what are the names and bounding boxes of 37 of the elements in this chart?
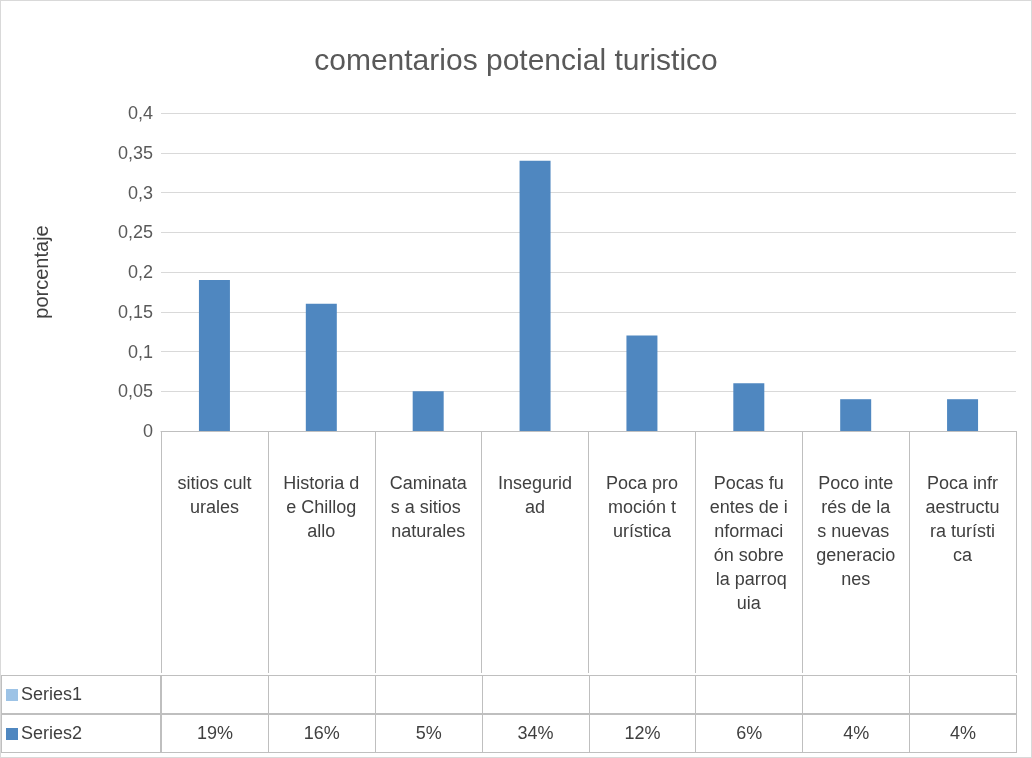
y-tick-label: 0,15 — [117, 301, 153, 322]
x-tick-label: Historia de Chillogallo — [283, 473, 360, 541]
bar — [733, 383, 765, 431]
x-tick-label: Pocas fuentes de información sobre la parroquia — [709, 473, 788, 613]
y-tick-label: 0,35 — [117, 142, 153, 163]
y-axis-title: porcentaje — [30, 225, 52, 319]
y-tick-label: 0,3 — [127, 182, 153, 203]
x-tick-label: Poca infraestructura turística — [925, 473, 1000, 565]
bar — [519, 160, 551, 431]
legend-label: Series1 — [1, 675, 161, 714]
data-label: 5% — [374, 714, 483, 753]
data-label: 4% — [909, 714, 1017, 753]
bar — [840, 399, 872, 431]
y-tick-label: 0,2 — [127, 262, 153, 282]
x-tick-label: Caminatas a sitios naturales — [389, 473, 468, 541]
x-tick-label: Poca promoción turística — [605, 473, 678, 541]
chart-title: comentarios potencial turistico — [314, 42, 718, 76]
y-tick-label: 0,4 — [127, 103, 153, 123]
x-tick-label: sitios culturales — [177, 473, 252, 517]
y-tick-label: 0,1 — [127, 341, 153, 362]
x-tick-label: Poco interés de las nuevas generaciones — [816, 473, 896, 589]
data-label: 6% — [695, 714, 804, 753]
y-tick-label: 0 — [142, 421, 153, 441]
data-label: 16% — [267, 714, 376, 753]
bar — [412, 391, 444, 431]
data-label: 4% — [802, 714, 911, 753]
data-label: 34% — [481, 714, 590, 753]
bar — [626, 335, 658, 431]
bar — [947, 399, 979, 431]
bar — [305, 303, 337, 431]
x-tick-label: Inseguridad — [498, 473, 573, 517]
bar — [198, 279, 230, 431]
legend-label: Series2 — [1, 714, 161, 753]
y-tick-label: 0,05 — [117, 381, 153, 402]
data-label: 19% — [161, 714, 269, 753]
data-label: 12% — [588, 714, 697, 753]
y-tick-label: 0,25 — [117, 222, 153, 243]
